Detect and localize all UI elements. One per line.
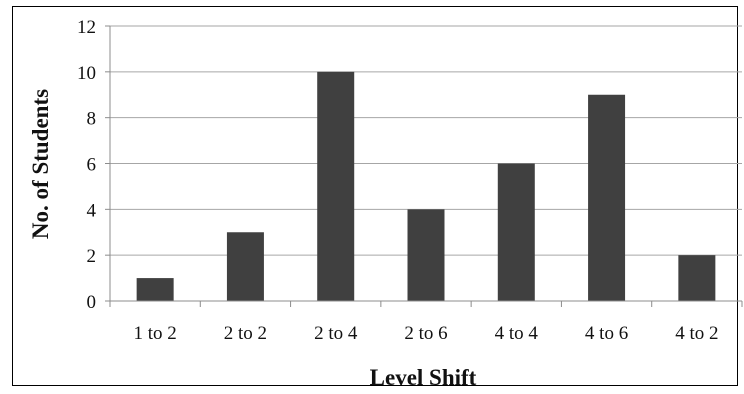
y-tick-labels: 0 2 4 6 8 10 12 bbox=[77, 17, 97, 313]
x-tick-label: 4 to 6 bbox=[585, 323, 628, 344]
x-tick-label: 4 to 2 bbox=[675, 323, 718, 344]
x-tick-label: 2 to 4 bbox=[314, 323, 358, 344]
x-tick-label: 2 to 2 bbox=[224, 323, 267, 344]
bar bbox=[588, 94, 626, 301]
x-tick-label: 2 to 6 bbox=[404, 323, 447, 344]
bar bbox=[136, 278, 174, 301]
y-tick-label: 2 bbox=[87, 246, 97, 267]
x-tick-label: 4 to 4 bbox=[495, 323, 539, 344]
axes bbox=[105, 25, 743, 307]
y-tick-label: 6 bbox=[87, 155, 97, 176]
x-axis-title: Level Shift bbox=[370, 365, 477, 390]
y-tick-label: 0 bbox=[87, 292, 97, 313]
y-tick-label: 8 bbox=[87, 109, 97, 130]
bar bbox=[226, 232, 264, 301]
bar bbox=[407, 209, 445, 301]
bar bbox=[678, 255, 716, 301]
x-tick-label: 1 to 2 bbox=[134, 323, 177, 344]
gridlines bbox=[110, 25, 742, 256]
bar bbox=[317, 71, 355, 301]
x-tick-labels: 1 to 2 2 to 2 2 to 4 2 to 6 4 to 4 4 to 6 4 to… bbox=[134, 323, 719, 344]
bars bbox=[136, 71, 716, 301]
y-tick-label: 4 bbox=[87, 200, 97, 221]
y-axis-title: No. of Students bbox=[28, 89, 53, 239]
y-tick-label: 10 bbox=[77, 63, 96, 84]
bar bbox=[497, 163, 535, 301]
y-tick-label: 12 bbox=[77, 17, 96, 38]
